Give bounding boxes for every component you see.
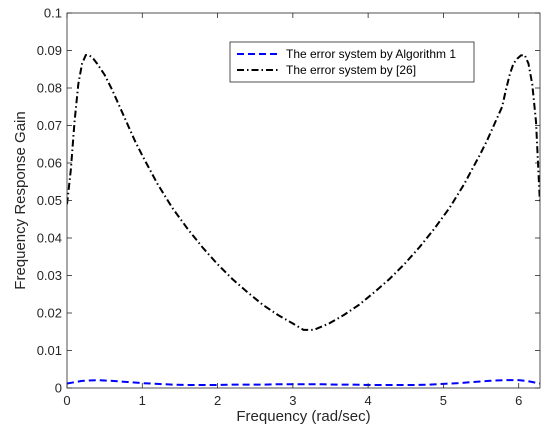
y-tick-label: 0.04 bbox=[37, 231, 62, 246]
x-tick-label: 3 bbox=[289, 393, 296, 408]
x-tick-label: 2 bbox=[214, 393, 221, 408]
legend-label-ref-26: The error system by [26] bbox=[286, 63, 416, 77]
y-tick-label: 0.03 bbox=[37, 268, 62, 283]
x-tick-label: 0 bbox=[63, 393, 70, 408]
series-group bbox=[67, 54, 540, 386]
x-tick-label: 1 bbox=[139, 393, 146, 408]
y-tick-label: 0.08 bbox=[37, 81, 62, 96]
series-line-algorithm-1 bbox=[67, 379, 540, 386]
y-tick-label: 0 bbox=[55, 381, 62, 396]
legend-box bbox=[229, 41, 475, 83]
y-axis-label: Frequency Response Gain bbox=[12, 111, 29, 289]
x-tick-label: 4 bbox=[365, 393, 372, 408]
y-tick-label: 0.05 bbox=[37, 193, 62, 208]
legend: The error system by Algorithm 1 The erro… bbox=[229, 41, 475, 83]
plot-area bbox=[67, 54, 540, 386]
y-tick-label: 0.1 bbox=[44, 6, 62, 21]
legend-label-algorithm-1: The error system by Algorithm 1 bbox=[286, 47, 456, 61]
y-tick-label: 0.02 bbox=[37, 306, 62, 321]
x-tick-label: 5 bbox=[440, 393, 447, 408]
x-axis-label: Frequency (rad/sec) bbox=[236, 408, 370, 425]
y-tick-label: 0.09 bbox=[37, 43, 62, 58]
series-line-ref-26 bbox=[67, 54, 540, 331]
axes: 0 1 2 3 4 5 6 0 0.01 0.02 0.03 0.04 0.05 0.06 0.07 0.08… bbox=[37, 6, 541, 408]
x-tick-label: 6 bbox=[515, 393, 522, 408]
y-tick-label: 0.06 bbox=[37, 156, 62, 171]
y-tick-label: 0.07 bbox=[37, 118, 62, 133]
y-tick-label: 0.01 bbox=[37, 343, 62, 358]
